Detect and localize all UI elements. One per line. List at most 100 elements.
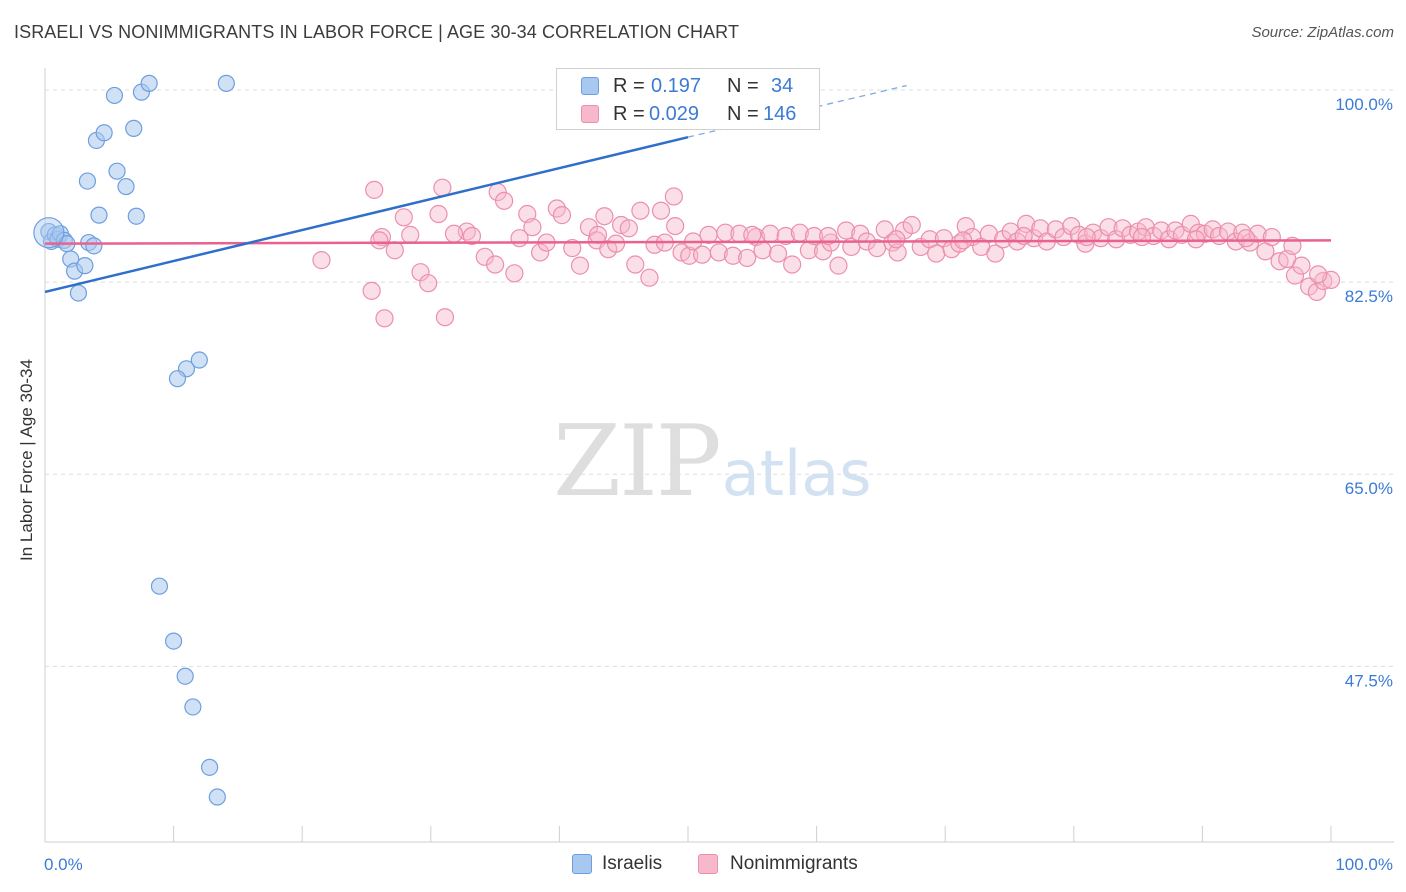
chart-title: ISRAELI VS NONIMMIGRANTS IN LABOR FORCE … xyxy=(14,22,740,42)
israelis-trend-line xyxy=(44,135,689,294)
israelis-point xyxy=(217,74,235,92)
nonimmigrants-point xyxy=(651,201,671,220)
nonimmigrants-point xyxy=(768,244,788,263)
n-value: 146 xyxy=(763,103,797,125)
nonimmigrants-point xyxy=(570,256,590,275)
nonimmigrants-point xyxy=(495,191,514,210)
israelis-point xyxy=(190,351,208,369)
israelis-point xyxy=(105,86,124,105)
y-tick-label: 47.5% xyxy=(1345,671,1393,690)
nonimmigrants-point xyxy=(631,201,650,220)
nonimmigrants-point xyxy=(475,247,494,266)
r-value: 0.029 xyxy=(649,103,700,125)
israelis-point xyxy=(150,577,169,595)
nonimmigrants-point xyxy=(563,238,582,258)
stats-legend: R = 0.197 N = 34 R = 0.029 N = 146 xyxy=(556,68,820,130)
nonimmigrants-point xyxy=(829,256,848,275)
nonimmigrants-legend-swatch xyxy=(698,854,718,874)
israelis-point xyxy=(117,177,135,196)
israelis-point xyxy=(127,207,145,225)
nonimmigrants-trend-line xyxy=(44,239,1332,245)
n-label: N = xyxy=(727,103,759,125)
nonimmigrants-point xyxy=(385,241,404,260)
nonimmigrants-point xyxy=(486,255,505,274)
israelis-point xyxy=(125,119,143,137)
nonimmigrants-point xyxy=(1292,256,1311,275)
y-tick-label: 82.5% xyxy=(1345,287,1393,306)
israelis-point xyxy=(76,257,94,275)
y-tick-label: 100.0% xyxy=(1335,95,1393,114)
nonimmigrants-point xyxy=(619,219,638,238)
nonimmigrants-point xyxy=(1203,220,1222,239)
israelis-legend-swatch xyxy=(572,854,592,874)
nonimmigrants-point xyxy=(510,229,529,248)
israelis-point xyxy=(208,788,226,806)
nonimmigrants-point xyxy=(462,226,482,246)
nonimmigrants-point xyxy=(837,221,856,240)
stats-row-israelis: R = 0.197 N = 34 xyxy=(557,74,819,98)
nonimmigrants-point xyxy=(887,230,906,249)
nonimmigrants-point xyxy=(776,226,795,246)
israelis-point xyxy=(168,370,187,388)
nonimmigrants-point xyxy=(986,244,1005,263)
israelis-legend-label: Israelis xyxy=(602,853,663,874)
nonimmigrants-point xyxy=(1307,282,1326,302)
nonimmigrants-swatch xyxy=(581,105,599,123)
nonimmigrants-point xyxy=(743,225,762,244)
israelis-point xyxy=(90,206,108,224)
n-label: N = xyxy=(727,75,759,97)
nonimmigrants-point xyxy=(888,243,907,262)
nonimmigrants-point xyxy=(523,218,542,237)
israelis-point xyxy=(184,698,202,716)
nonimmigrants-point xyxy=(362,281,381,300)
nonimmigrants-point xyxy=(761,224,780,243)
nonimmigrants-point xyxy=(419,274,438,293)
nonimmigrants-point xyxy=(1237,229,1256,248)
nonimmigrants-point xyxy=(505,264,524,283)
nonimmigrants-point xyxy=(1248,224,1267,243)
israelis-point xyxy=(78,172,97,190)
israelis-point xyxy=(165,632,183,650)
nonimmigrants-point xyxy=(375,309,394,328)
nonimmigrants-point xyxy=(664,187,683,206)
nonimmigrants-point xyxy=(401,225,420,244)
y-tick-label: 65.0% xyxy=(1345,479,1393,498)
nonimmigrants-point xyxy=(1309,265,1328,284)
nonimmigrants-point xyxy=(1132,227,1152,247)
r-label: R = xyxy=(613,75,645,97)
nonimmigrants-point xyxy=(804,226,824,246)
nonimmigrants-point xyxy=(753,241,772,260)
nonimmigrants-point xyxy=(626,255,645,274)
nonimmigrants-point xyxy=(312,251,331,270)
nonimmigrants-point xyxy=(956,216,975,236)
nonimmigrants-point xyxy=(783,255,802,274)
nonimmigrants-point xyxy=(1046,220,1065,239)
israelis-swatch xyxy=(581,77,599,95)
nonimmigrants-point xyxy=(993,230,1013,249)
nonimmigrants-point xyxy=(693,245,712,264)
nonimmigrants-point xyxy=(1262,227,1281,247)
israelis-point xyxy=(95,124,113,142)
nonimmigrants-legend-label: Nonimmigrants xyxy=(730,853,858,874)
nonimmigrants-point xyxy=(1285,266,1305,285)
israelis-point xyxy=(69,284,88,302)
watermark-atlas: atlas xyxy=(721,437,872,510)
israelis-point xyxy=(201,758,219,776)
nonimmigrants-point xyxy=(365,180,384,199)
israelis-point xyxy=(140,74,158,92)
x-tick-label: 100.0% xyxy=(1335,855,1393,874)
israelis-point xyxy=(85,237,103,255)
nonimmigrants-point xyxy=(394,208,413,227)
r-value: 0.197 xyxy=(651,75,702,97)
nonimmigrants-point xyxy=(680,246,699,265)
nonimmigrants-point xyxy=(1107,230,1126,249)
source-credit: Source: ZipAtlas.com xyxy=(1251,24,1394,41)
stats-row-nonimmigrants: R = 0.029 N = 146 xyxy=(557,102,819,126)
nonimmigrants-point xyxy=(531,243,550,262)
y-axis-label: In Labor Force | Age 30-34 xyxy=(17,359,36,561)
watermark-zip: ZIP xyxy=(553,405,722,519)
n-value: 34 xyxy=(771,75,794,97)
nonimmigrants-point xyxy=(552,206,572,225)
